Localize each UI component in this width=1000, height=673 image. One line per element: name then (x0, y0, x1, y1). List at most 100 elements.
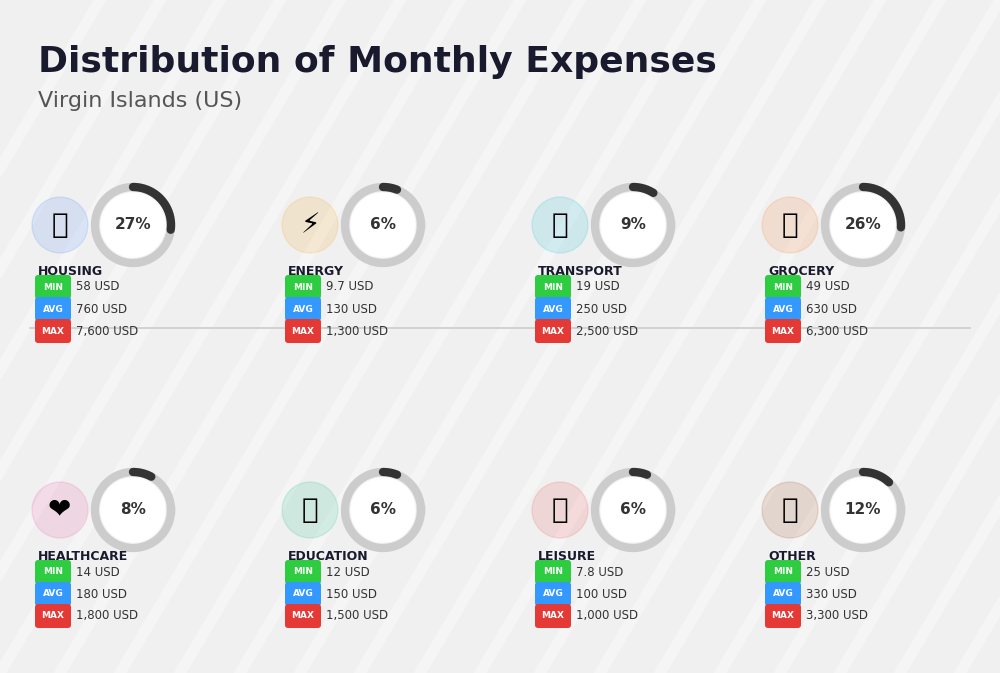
Text: 150 USD: 150 USD (326, 588, 377, 600)
Text: 🎓: 🎓 (302, 496, 318, 524)
Text: 9%: 9% (620, 217, 646, 232)
FancyBboxPatch shape (765, 319, 801, 343)
FancyBboxPatch shape (35, 275, 71, 299)
FancyBboxPatch shape (35, 604, 71, 628)
Text: MIN: MIN (773, 283, 793, 291)
FancyBboxPatch shape (285, 582, 321, 606)
Text: 19 USD: 19 USD (576, 281, 620, 293)
FancyBboxPatch shape (535, 297, 571, 321)
Text: 26%: 26% (845, 217, 881, 232)
Text: HEALTHCARE: HEALTHCARE (38, 550, 128, 563)
FancyBboxPatch shape (535, 582, 571, 606)
Text: Distribution of Monthly Expenses: Distribution of Monthly Expenses (38, 45, 717, 79)
Text: 1,300 USD: 1,300 USD (326, 324, 388, 337)
Text: 1,500 USD: 1,500 USD (326, 610, 388, 623)
Text: ⚡: ⚡ (300, 211, 320, 239)
FancyBboxPatch shape (285, 560, 321, 584)
Text: OTHER: OTHER (768, 550, 816, 563)
Text: 25 USD: 25 USD (806, 565, 850, 579)
Text: AVG: AVG (293, 304, 313, 314)
Text: 3,300 USD: 3,300 USD (806, 610, 868, 623)
Text: AVG: AVG (293, 590, 313, 598)
FancyBboxPatch shape (35, 319, 71, 343)
Text: 6,300 USD: 6,300 USD (806, 324, 868, 337)
Circle shape (762, 197, 818, 253)
Circle shape (532, 482, 588, 538)
Polygon shape (831, 478, 895, 542)
FancyBboxPatch shape (535, 604, 571, 628)
Text: MAX: MAX (292, 326, 314, 336)
Text: 180 USD: 180 USD (76, 588, 127, 600)
Polygon shape (351, 478, 415, 542)
FancyBboxPatch shape (35, 297, 71, 321)
Text: MAX: MAX (542, 326, 564, 336)
Text: MIN: MIN (543, 567, 563, 577)
Text: 1,800 USD: 1,800 USD (76, 610, 138, 623)
Text: 8%: 8% (120, 503, 146, 518)
Text: MAX: MAX (42, 612, 64, 621)
FancyBboxPatch shape (765, 297, 801, 321)
Polygon shape (831, 193, 895, 257)
FancyBboxPatch shape (35, 582, 71, 606)
Text: MIN: MIN (43, 567, 63, 577)
FancyBboxPatch shape (285, 319, 321, 343)
Text: HOUSING: HOUSING (38, 265, 103, 278)
Text: AVG: AVG (43, 590, 63, 598)
Circle shape (32, 482, 88, 538)
Text: AVG: AVG (773, 590, 793, 598)
Text: GROCERY: GROCERY (768, 265, 834, 278)
FancyBboxPatch shape (765, 582, 801, 606)
Text: 6%: 6% (370, 503, 396, 518)
FancyBboxPatch shape (535, 560, 571, 584)
Circle shape (282, 197, 338, 253)
Text: ❤️: ❤️ (48, 496, 72, 524)
Text: 1,000 USD: 1,000 USD (576, 610, 638, 623)
Text: Virgin Islands (US): Virgin Islands (US) (38, 91, 242, 111)
Text: MAX: MAX (772, 326, 794, 336)
Text: MAX: MAX (42, 326, 64, 336)
Text: MAX: MAX (292, 612, 314, 621)
Text: LEISURE: LEISURE (538, 550, 596, 563)
Text: 💰: 💰 (782, 496, 798, 524)
FancyBboxPatch shape (765, 275, 801, 299)
Text: 6%: 6% (370, 217, 396, 232)
Text: 330 USD: 330 USD (806, 588, 857, 600)
Text: 2,500 USD: 2,500 USD (576, 324, 638, 337)
Polygon shape (601, 193, 665, 257)
Text: AVG: AVG (773, 304, 793, 314)
Circle shape (282, 482, 338, 538)
Circle shape (532, 197, 588, 253)
Text: ENERGY: ENERGY (288, 265, 344, 278)
Circle shape (762, 482, 818, 538)
Text: 58 USD: 58 USD (76, 281, 120, 293)
FancyBboxPatch shape (535, 319, 571, 343)
Polygon shape (351, 193, 415, 257)
Text: 130 USD: 130 USD (326, 302, 377, 316)
Text: AVG: AVG (43, 304, 63, 314)
Text: 🏢: 🏢 (52, 211, 68, 239)
FancyBboxPatch shape (535, 275, 571, 299)
Text: EDUCATION: EDUCATION (288, 550, 369, 563)
FancyBboxPatch shape (285, 297, 321, 321)
Text: 🛍️: 🛍️ (552, 496, 568, 524)
Text: 12%: 12% (845, 503, 881, 518)
Text: 7.8 USD: 7.8 USD (576, 565, 623, 579)
FancyBboxPatch shape (285, 604, 321, 628)
Text: 6%: 6% (620, 503, 646, 518)
Text: 🛒: 🛒 (782, 211, 798, 239)
Text: 🚌: 🚌 (552, 211, 568, 239)
FancyBboxPatch shape (765, 560, 801, 584)
Text: 630 USD: 630 USD (806, 302, 857, 316)
Text: 49 USD: 49 USD (806, 281, 850, 293)
Text: MAX: MAX (772, 612, 794, 621)
Text: 12 USD: 12 USD (326, 565, 370, 579)
Text: 7,600 USD: 7,600 USD (76, 324, 138, 337)
FancyBboxPatch shape (35, 560, 71, 584)
Text: MIN: MIN (773, 567, 793, 577)
Text: AVG: AVG (543, 304, 563, 314)
Text: MAX: MAX (542, 612, 564, 621)
Polygon shape (601, 478, 665, 542)
Text: MIN: MIN (293, 283, 313, 291)
FancyBboxPatch shape (765, 604, 801, 628)
Text: AVG: AVG (543, 590, 563, 598)
